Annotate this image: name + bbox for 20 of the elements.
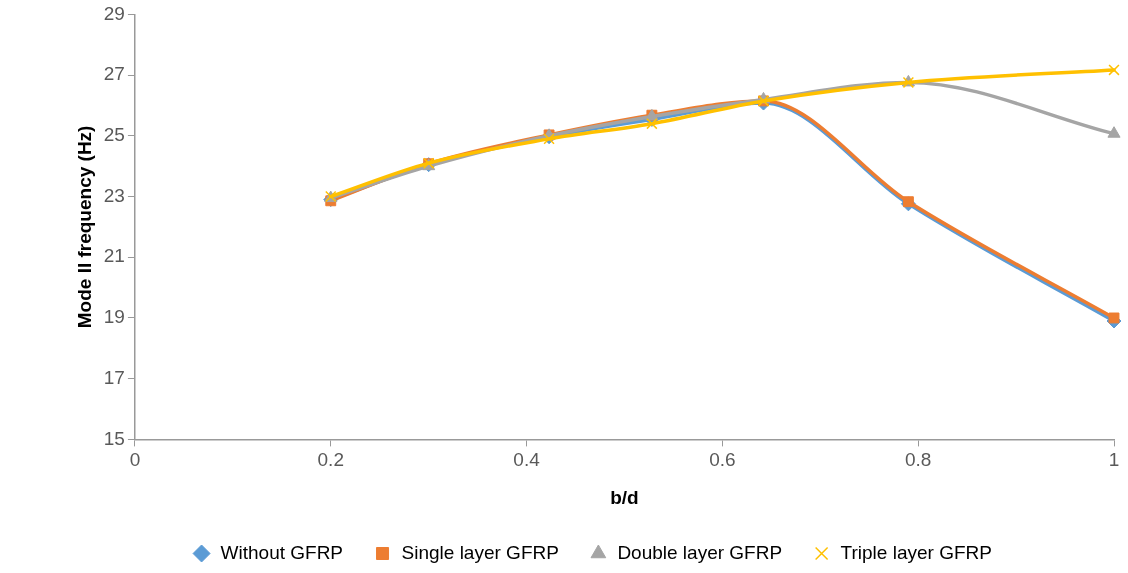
legend-label: Single layer GFRP xyxy=(401,541,559,563)
x-tick-label: 0.2 xyxy=(317,449,344,471)
x-tick-label: 0.4 xyxy=(513,449,541,471)
y-tick-label: 21 xyxy=(103,245,125,267)
x-tick-label: 0 xyxy=(129,449,141,471)
x-axis-title: b/d xyxy=(610,486,639,508)
x-tick-label: 0.6 xyxy=(709,449,736,471)
y-tick-label: 25 xyxy=(103,124,125,146)
x-tick-label: 1 xyxy=(1108,449,1120,471)
legend-label: Double layer GFRP xyxy=(617,541,783,563)
y-axis-title: Mode II frequency (Hz) xyxy=(73,125,95,329)
legend-label: Without GFRP xyxy=(220,541,344,563)
y-tick-label: 17 xyxy=(103,366,125,388)
y-tick-label: 29 xyxy=(103,2,125,24)
y-tick-label: 15 xyxy=(103,427,125,449)
x-tick-label: 0.8 xyxy=(904,449,932,471)
y-tick-label: 23 xyxy=(103,184,125,206)
y-tick-label: 19 xyxy=(103,306,125,328)
legend-label: Triple layer GFRP xyxy=(840,541,992,563)
y-tick-label: 27 xyxy=(103,63,125,85)
